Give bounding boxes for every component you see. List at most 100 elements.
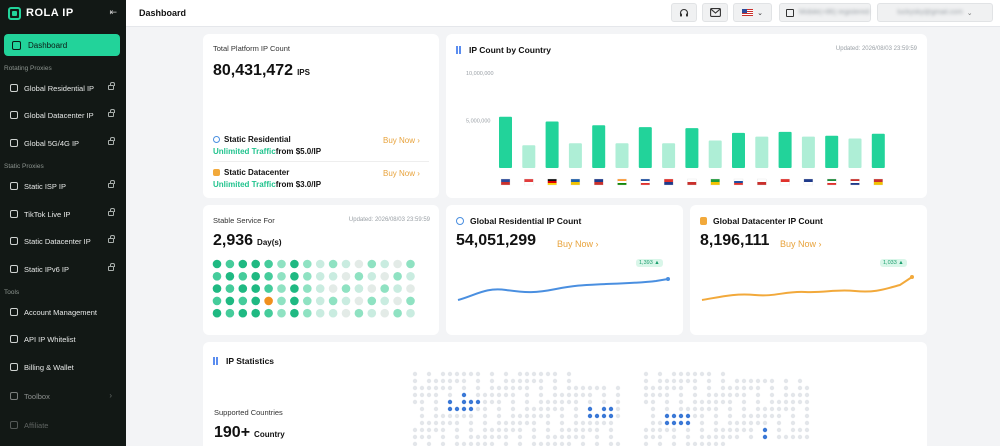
sidebar-item-label: Toolbox	[24, 391, 50, 401]
chevron-down-icon: ⌄	[966, 9, 973, 17]
map-dot	[671, 371, 677, 377]
dashboard-icon	[12, 40, 21, 50]
sidebar-item-dashboard[interactable]: Dashboard	[4, 34, 120, 56]
uptime-dot	[225, 259, 235, 269]
map-dot	[552, 385, 558, 391]
static-residential-buy-button[interactable]: Buy Now ›	[383, 136, 420, 145]
map-dot	[608, 406, 614, 412]
map-dot	[503, 441, 509, 446]
language-select[interactable]: ⌄	[733, 3, 772, 22]
map-dot	[510, 392, 516, 398]
uptime-dot	[354, 308, 364, 318]
map-dot	[650, 427, 656, 433]
map-dot	[643, 378, 649, 384]
map-dot	[727, 427, 733, 433]
flag-gb-icon	[594, 178, 604, 186]
country-chart-card: IP Count by Country Updated: 2026/08/03 …	[446, 34, 927, 198]
map-dot	[482, 441, 488, 446]
map-dot	[804, 399, 810, 405]
static-datacenter-buy-button[interactable]: Buy Now ›	[383, 169, 420, 178]
map-dot	[608, 420, 614, 426]
map-dot	[461, 378, 467, 384]
datacenter-trend-line	[701, 275, 914, 301]
map-dot	[734, 434, 740, 440]
uptime-dot	[225, 284, 235, 293]
map-dot	[692, 413, 698, 419]
map-dot	[699, 399, 705, 405]
bar-fr	[638, 127, 652, 168]
account-info-button[interactable]: Mobile(+86) registered	[779, 3, 871, 22]
global-datacenter-buy-button[interactable]: Buy Now ›	[780, 239, 822, 249]
globe-icon	[10, 84, 18, 92]
uptime-dot	[264, 272, 273, 281]
sidebar-item-static-isp[interactable]: Static ISP IP	[0, 176, 126, 196]
map-dot	[468, 427, 474, 433]
map-dot	[559, 441, 565, 446]
map-dot	[769, 413, 775, 419]
uptime-dot	[380, 259, 389, 269]
map-dot	[454, 441, 460, 446]
map-dot	[748, 434, 754, 440]
map-dot	[685, 420, 691, 426]
datacenter-change-badge: 1,033 ▲	[880, 259, 907, 267]
section-rotating-proxies: Rotating Proxies	[4, 65, 52, 72]
sidebar-item-static-datacenter[interactable]: Static Datacenter IP	[0, 231, 126, 251]
map-dot	[664, 427, 670, 433]
total-ip-unit: IPS	[297, 68, 310, 77]
sidebar-item-global-5g[interactable]: Global 5G/4G IP	[0, 133, 126, 153]
map-dot	[776, 413, 782, 419]
sidebar-item-global-datacenter[interactable]: Global Datacenter IP	[0, 105, 126, 125]
map-dot	[650, 385, 656, 391]
static-residential-price-row: Unlimited Trafficfrom $5.0/IP	[213, 147, 321, 156]
sidebar-item-static-ipv6[interactable]: Static IPv6 IP	[0, 259, 126, 279]
map-dot	[419, 406, 425, 412]
uptime-dot	[393, 308, 402, 318]
bar-ca	[778, 131, 792, 168]
sidebar-item-api-whitelist[interactable]: API IP Whitelist	[0, 329, 126, 349]
uptime-dot	[328, 259, 338, 269]
uptime-dot	[406, 284, 415, 293]
map-dot	[797, 392, 803, 398]
map-dot	[706, 406, 712, 412]
messages-button[interactable]	[702, 3, 728, 22]
map-dot	[594, 420, 600, 426]
map-dot	[657, 420, 663, 426]
uptime-dot	[277, 284, 286, 293]
map-dot	[650, 434, 656, 440]
sidebar-item-account-management[interactable]: Account Management	[0, 302, 126, 322]
map-dot	[489, 427, 495, 433]
global-residential-buy-button[interactable]: Buy Now ›	[557, 239, 599, 249]
map-dot	[727, 399, 733, 405]
uptime-dot	[290, 296, 299, 306]
uptime-dot	[328, 296, 338, 306]
sidebar-item-global-residential[interactable]: Global Residential IP	[0, 78, 126, 98]
y-tick-label: 10,000,000	[466, 71, 494, 77]
uptime-dot	[315, 272, 325, 281]
map-dot	[573, 392, 579, 398]
map-dot	[657, 434, 663, 440]
sidebar-item-billing-wallet[interactable]: Billing & Wallet	[0, 357, 126, 377]
sidebar-item-affiliate[interactable]: Affiliate	[0, 415, 126, 435]
support-button[interactable]	[671, 3, 697, 22]
map-dot	[468, 399, 474, 405]
map-dot	[517, 371, 523, 377]
collapse-sidebar-icon[interactable]: ⇤	[109, 7, 117, 17]
map-dot	[559, 427, 565, 433]
map-dot	[748, 427, 754, 433]
map-dot	[531, 420, 537, 426]
brand-logo[interactable]: ROLA IP	[8, 5, 74, 21]
sidebar-item-toolbox[interactable]: Toolbox ›	[0, 386, 126, 406]
map-dot	[475, 392, 481, 398]
map-dot	[552, 392, 558, 398]
us-flag-icon	[742, 9, 754, 16]
affiliate-icon	[10, 421, 18, 429]
user-menu-button[interactable]: luckysky@gmail.com ⌄	[877, 3, 993, 22]
map-dot	[440, 434, 446, 440]
map-dot	[762, 378, 768, 384]
map-dot	[671, 413, 677, 419]
uptime-dot	[277, 296, 286, 306]
map-dot	[573, 399, 579, 405]
map-dot	[699, 413, 705, 419]
map-dot	[692, 371, 698, 377]
sidebar-item-tiktok-live[interactable]: TikTok Live IP	[0, 204, 126, 224]
